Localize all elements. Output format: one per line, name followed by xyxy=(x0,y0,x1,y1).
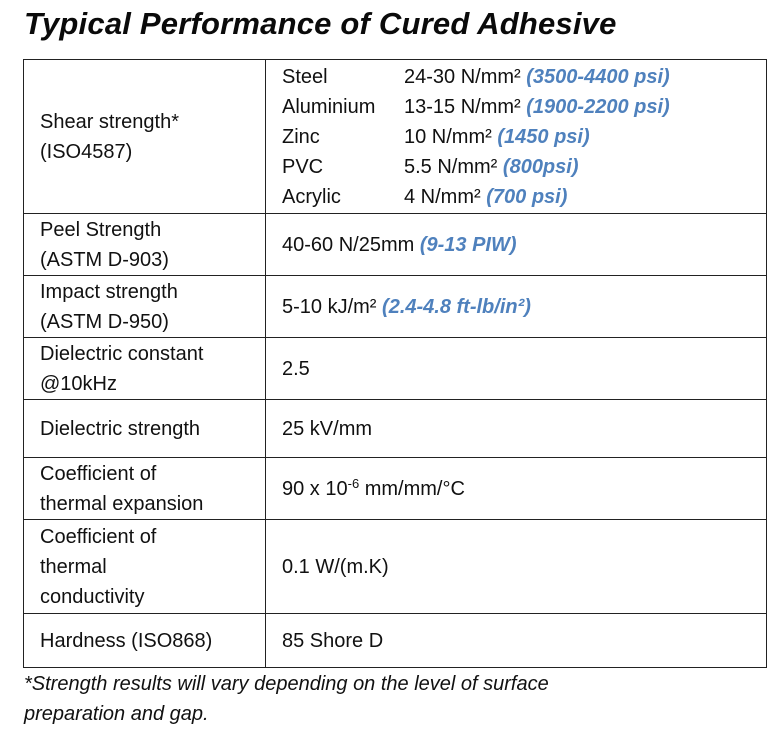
value-cell: 90 x 10-6 mm/mm/°C xyxy=(265,457,767,520)
property-cell: Peel Strength (ASTM D-903) xyxy=(23,213,266,276)
property-cell: Shear strength* (ISO4587) xyxy=(23,59,266,214)
property-standard: (ASTM D-950) xyxy=(40,310,169,333)
value-exponent: -6 xyxy=(347,475,360,491)
table-row-thermal-expansion: Coefficient of thermal expansion 90 x 10… xyxy=(23,457,767,520)
property-label: Hardness (ISO868) xyxy=(40,629,213,652)
property-cell: Dielectric constant @10kHz xyxy=(23,337,266,400)
value-base: 90 x 10 xyxy=(282,477,348,500)
value-cell: 2.5 xyxy=(265,337,767,400)
property-label: Dielectric constant xyxy=(40,342,204,365)
shear-row-acrylic: Acrylic 4 N/mm² (700 psi) xyxy=(282,182,766,212)
property-standard: (ISO4587) xyxy=(40,140,133,163)
imperial-value: (1900-2200 psi) xyxy=(526,95,670,118)
property-label-continued: conductivity xyxy=(40,585,145,608)
value-cell: 40-60 N/25mm (9-13 PIW) xyxy=(265,213,767,276)
table-row-dielectric-constant: Dielectric constant @10kHz 2.5 xyxy=(23,337,767,400)
shear-row-pvc: PVC 5.5 N/mm² (800psi) xyxy=(282,152,766,182)
table-row-shear-strength: Shear strength* (ISO4587) Steel 24-30 N/m… xyxy=(23,59,767,214)
property-cell: Hardness (ISO868) xyxy=(23,613,266,668)
material-name: Steel xyxy=(282,65,328,88)
material-name: PVC xyxy=(282,155,324,178)
imperial-value: (800psi) xyxy=(502,155,579,178)
value-cell: 85 Shore D xyxy=(265,613,767,668)
material-name: Acrylic xyxy=(282,185,341,208)
page-title: Typical Performance of Cured Adhesive xyxy=(24,6,617,41)
property-cell: Coefficient of thermal conductivity xyxy=(23,519,266,614)
value-cell: 5-10 kJ/m² (2.4-4.8 ft-lb/in²) xyxy=(265,275,767,338)
shear-row-aluminium: Aluminium 13-15 N/mm² (1900-2200 psi) xyxy=(282,92,766,122)
metric-value: 40-60 N/25mm xyxy=(282,233,415,256)
property-label: Coefficient of xyxy=(40,525,157,548)
imperial-value: (3500-4400 psi) xyxy=(526,65,670,88)
property-label-continued: thermal xyxy=(40,555,107,578)
metric-value: 5.5 N/mm² xyxy=(404,155,498,178)
property-label: Shear strength* xyxy=(40,110,179,133)
value-cell: Steel 24-30 N/mm² (3500-4400 psi) Alumini… xyxy=(265,59,767,214)
table-row-impact-strength: Impact strength (ASTM D-950) 5-10 kJ/m² … xyxy=(23,275,767,338)
imperial-value: (9-13 PIW) xyxy=(419,233,517,256)
footnote-line: preparation and gap. xyxy=(24,703,209,725)
material-name: Aluminium xyxy=(282,95,376,118)
imperial-value: (1450 psi) xyxy=(497,125,590,148)
property-label: Peel Strength xyxy=(40,218,162,241)
metric-value: 4 N/mm² xyxy=(404,185,481,208)
footnote: *Strength results will vary depending on… xyxy=(24,669,744,729)
shear-row-steel: Steel 24-30 N/mm² (3500-4400 psi) xyxy=(282,62,766,92)
imperial-value: (700 psi) xyxy=(486,185,568,208)
value-cell: 25 kV/mm xyxy=(265,399,767,458)
value-cell: 0.1 W/(m.K) xyxy=(265,519,767,614)
property-label-continued: thermal expansion xyxy=(40,492,204,515)
metric-value: 24-30 N/mm² xyxy=(404,65,521,88)
table-row-thermal-conductivity: Coefficient of thermal conductivity 0.1 … xyxy=(23,519,767,614)
imperial-value: (2.4-4.8 ft-lb/in²) xyxy=(382,295,531,318)
footnote-line: *Strength results will vary depending on… xyxy=(24,673,549,695)
property-cell: Dielectric strength xyxy=(23,399,266,458)
table-row-hardness: Hardness (ISO868) 85 Shore D xyxy=(23,613,767,668)
material-name: Zinc xyxy=(282,125,320,148)
property-label: Coefficient of xyxy=(40,462,157,485)
property-cell: Impact strength (ASTM D-950) xyxy=(23,275,266,338)
shear-row-zinc: Zinc 10 N/mm² (1450 psi) xyxy=(282,122,766,152)
property-cell: Coefficient of thermal expansion xyxy=(23,457,266,520)
table-row-dielectric-strength: Dielectric strength 25 kV/mm xyxy=(23,399,767,458)
property-standard: @10kHz xyxy=(40,372,117,395)
metric-value: 10 N/mm² xyxy=(404,125,492,148)
property-label: Impact strength xyxy=(40,280,178,303)
metric-value: 13-15 N/mm² xyxy=(404,95,521,118)
property-label: Dielectric strength xyxy=(40,417,201,440)
value-unit: mm/mm/°C xyxy=(359,477,465,500)
performance-table: Shear strength* (ISO4587) Steel 24-30 N/m… xyxy=(23,59,767,668)
table-row-peel-strength: Peel Strength (ASTM D-903) 40-60 N/25mm … xyxy=(23,213,767,276)
property-standard: (ASTM D-903) xyxy=(40,248,169,271)
metric-value: 5-10 kJ/m² xyxy=(282,295,377,318)
